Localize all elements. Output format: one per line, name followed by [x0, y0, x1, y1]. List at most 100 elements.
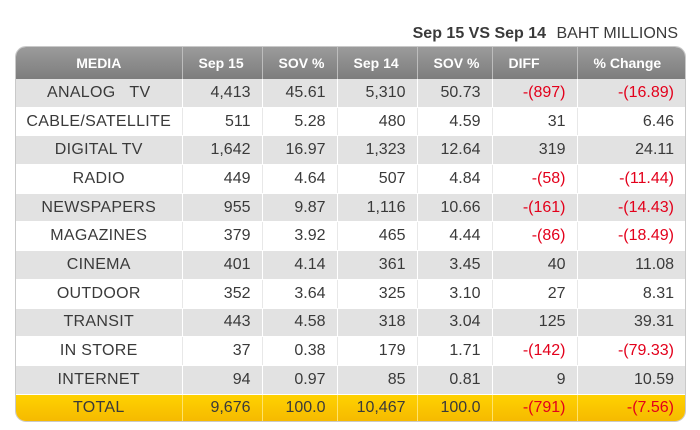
table-row: MAGAZINES 379 3.92 465 4.44 -(86) -(18.49)	[16, 221, 685, 252]
sep14-cell: 480	[337, 107, 418, 137]
header-diff: DIFF	[492, 47, 578, 79]
sov14-cell: 12.64	[417, 135, 493, 166]
media-cell: RADIO	[16, 164, 183, 194]
sep15-cell: 352	[182, 279, 263, 309]
sep15-cell: 449	[182, 164, 263, 194]
sov14-cell: 10.66	[417, 193, 493, 223]
table-row: DIGITAL TV 1,642 16.97 1,323 12.64 319 24.11	[16, 135, 685, 166]
sov15-cell: 16.97	[262, 135, 338, 166]
header-row: MEDIA Sep 15 SOV % Sep 14 SOV % DIFF % C…	[16, 47, 685, 79]
pct-change-cell: 10.59	[577, 365, 685, 395]
header-sov15: SOV %	[262, 47, 338, 79]
media-cell: TOTAL	[16, 394, 183, 421]
table-row: CABLE/SATELLITE 511 5.28 480 4.59 31 6.46	[16, 107, 685, 137]
sov15-cell: 9.87	[262, 193, 338, 223]
diff-cell: 31	[492, 107, 578, 137]
sov14-cell: 100.0	[417, 394, 493, 421]
media-cell: MAGAZINES	[16, 221, 183, 252]
sep15-cell: 401	[182, 250, 263, 280]
diff-cell: -(142)	[492, 336, 578, 366]
pct-change-cell: -(79.33)	[577, 336, 685, 366]
sep15-cell: 94	[182, 365, 263, 395]
sep15-cell: 379	[182, 221, 263, 252]
sov14-cell: 1.71	[417, 336, 493, 366]
sov15-cell: 0.38	[262, 336, 338, 366]
sov15-cell: 45.61	[262, 79, 338, 108]
pct-change-cell: -(18.49)	[577, 221, 685, 252]
diff-cell: -(161)	[492, 193, 578, 223]
sov15-cell: 100.0	[262, 394, 338, 421]
media-cell: CINEMA	[16, 250, 183, 280]
diff-cell: -(58)	[492, 164, 578, 194]
sov14-cell: 4.44	[417, 221, 493, 252]
media-cell: ANALOG TV	[16, 79, 183, 108]
sep15-cell: 955	[182, 193, 263, 223]
diff-cell: 319	[492, 135, 578, 166]
sep15-cell: 37	[182, 336, 263, 366]
sov15-cell: 3.92	[262, 221, 338, 252]
sov14-cell: 3.45	[417, 250, 493, 280]
sov15-cell: 4.64	[262, 164, 338, 194]
sov15-cell: 0.97	[262, 365, 338, 395]
pct-change-cell: -(11.44)	[577, 164, 685, 194]
pct-change-cell: -(7.56)	[577, 394, 685, 421]
comparison-label: Sep 15 VS Sep 14	[412, 25, 547, 42]
sep14-cell: 1,116	[337, 193, 418, 223]
sov15-cell: 3.64	[262, 279, 338, 309]
sep15-cell: 443	[182, 308, 263, 338]
media-cell: CABLE/SATELLITE	[16, 107, 183, 137]
media-cell: DIGITAL TV	[16, 135, 183, 166]
table-frame: MEDIA Sep 15 SOV % Sep 14 SOV % DIFF % C…	[15, 46, 686, 422]
header-sep14: Sep 14	[337, 47, 418, 79]
table-row: IN STORE 37 0.38 179 1.71 -(142) -(79.33)	[16, 336, 685, 366]
sep14-cell: 85	[337, 365, 418, 395]
media-cell: IN STORE	[16, 336, 183, 366]
sov14-cell: 3.04	[417, 308, 493, 338]
header-media: MEDIA	[16, 47, 183, 79]
pct-change-cell: -(16.89)	[577, 79, 685, 108]
unit-label: BAHT MILLIONS	[556, 25, 678, 42]
sov14-cell: 0.81	[417, 365, 493, 395]
sep15-cell: 1,642	[182, 135, 263, 166]
media-cell: INTERNET	[16, 365, 183, 395]
diff-cell: 40	[492, 250, 578, 280]
sov14-cell: 4.59	[417, 107, 493, 137]
media-cell: NEWSPAPERS	[16, 193, 183, 223]
sov14-cell: 4.84	[417, 164, 493, 194]
table-row: CINEMA 401 4.14 361 3.45 40 11.08	[16, 250, 685, 280]
media-cell: TRANSIT	[16, 308, 183, 338]
pct-change-cell: 39.31	[577, 308, 685, 338]
header-pct-change: % Change	[577, 47, 685, 79]
pct-change-cell: 8.31	[577, 279, 685, 309]
sep14-cell: 318	[337, 308, 418, 338]
table-row: ANALOG TV 4,413 45.61 5,310 50.73 -(897) -(16.…	[16, 79, 685, 108]
pct-change-cell: 24.11	[577, 135, 685, 166]
diff-cell: -(791)	[492, 394, 578, 421]
table-row: TRANSIT 443 4.58 318 3.04 125 39.31	[16, 308, 685, 338]
sep14-cell: 325	[337, 279, 418, 309]
sep14-cell: 361	[337, 250, 418, 280]
sov15-cell: 4.58	[262, 308, 338, 338]
sep14-cell: 507	[337, 164, 418, 194]
table-row: OUTDOOR 352 3.64 325 3.10 27 8.31	[16, 279, 685, 309]
diff-cell: 9	[492, 365, 578, 395]
table-body: ANALOG TV 4,413 45.61 5,310 50.73 -(897) -(16.…	[16, 79, 685, 421]
table-row: RADIO 449 4.64 507 4.84 -(58) -(11.44)	[16, 164, 685, 194]
sep14-cell: 1,323	[337, 135, 418, 166]
table-caption: Sep 15 VS Sep 14 BAHT MILLIONS	[413, 25, 678, 43]
diff-cell: -(86)	[492, 221, 578, 252]
header-sov14: SOV %	[417, 47, 493, 79]
sep14-cell: 10,467	[337, 394, 418, 421]
diff-cell: 125	[492, 308, 578, 338]
total-row: TOTAL 9,676 100.0 10,467 100.0 -(791) -(7.56)	[16, 394, 685, 421]
pct-change-cell: 11.08	[577, 250, 685, 280]
sov14-cell: 3.10	[417, 279, 493, 309]
header-sep15: Sep 15	[182, 47, 263, 79]
sep15-cell: 4,413	[182, 79, 263, 108]
table-row: NEWSPAPERS 955 9.87 1,116 10.66 -(161) -(14.43…	[16, 193, 685, 223]
table-row: INTERNET 94 0.97 85 0.81 9 10.59	[16, 365, 685, 395]
sov15-cell: 4.14	[262, 250, 338, 280]
pct-change-cell: 6.46	[577, 107, 685, 137]
sep15-cell: 511	[182, 107, 263, 137]
sov15-cell: 5.28	[262, 107, 338, 137]
